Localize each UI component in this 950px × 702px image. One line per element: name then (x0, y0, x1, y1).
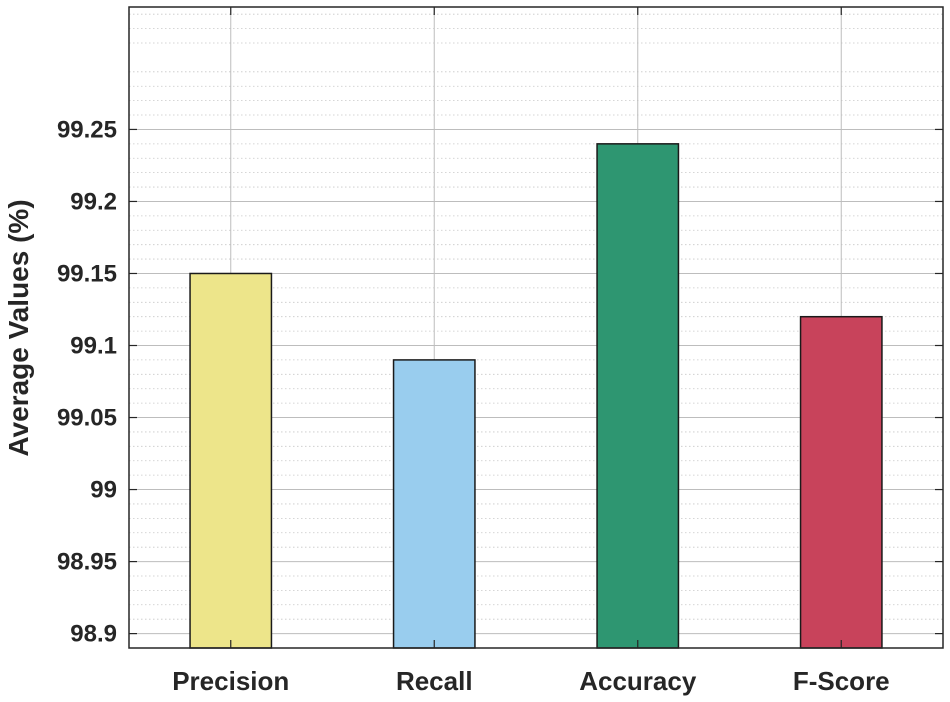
y-tick-label: 99.15 (57, 260, 117, 287)
bar-precision (189, 272, 273, 649)
x-tick-label: Precision (172, 666, 289, 696)
y-tick-label: 99.25 (57, 116, 117, 143)
bar-accuracy (596, 143, 680, 649)
y-tick-labels: 98.9 98.95 99 99.05 99.1 99.15 99.2 99.25 (57, 116, 117, 647)
y-tick-label: 98.9 (70, 621, 117, 648)
y-axis-title: Average Values (%) (3, 199, 34, 456)
x-tick-label: Recall (396, 666, 473, 696)
y-tick-label: 99.2 (70, 188, 117, 215)
x-tick-label: Accuracy (579, 666, 697, 696)
y-tick-label: 98.95 (57, 549, 117, 576)
y-tick-label: 99.05 (57, 405, 117, 432)
bar-recall (392, 359, 476, 649)
y-tick-label: 99 (90, 477, 117, 504)
bar-f-score (799, 315, 883, 649)
bars (189, 143, 883, 649)
x-tick-label: F-Score (793, 666, 890, 696)
plot-frame (128, 6, 944, 649)
axis-ticks (129, 7, 943, 648)
x-tick-labels: Precision Recall Accuracy F-Score (172, 666, 889, 696)
y-tick-label: 99.1 (70, 333, 117, 360)
